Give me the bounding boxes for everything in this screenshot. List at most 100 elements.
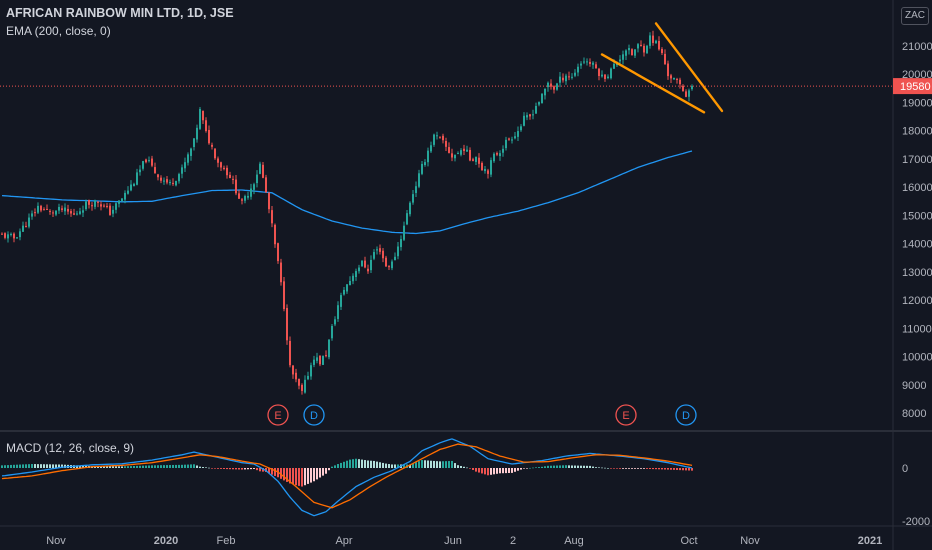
- candle-body: [265, 177, 267, 193]
- time-axis[interactable]: Nov 2020 Feb Apr Jun 2 Aug Oct Nov 2021: [46, 535, 882, 547]
- macd-histogram-bar: [538, 467, 540, 468]
- macd-histogram-bar: [61, 464, 63, 468]
- candle-body: [346, 284, 348, 292]
- dividend-marker[interactable]: D: [675, 404, 697, 426]
- candle: [172, 178, 174, 186]
- macd-histogram-bar: [196, 465, 198, 468]
- candle: [193, 138, 195, 151]
- candle: [286, 304, 288, 345]
- candle: [682, 84, 684, 92]
- candle: [127, 186, 129, 195]
- macd-histogram-bar: [31, 464, 33, 468]
- candle: [652, 30, 654, 46]
- candle-body: [565, 75, 567, 82]
- macd-histogram-bar: [166, 465, 168, 468]
- macd-histogram-bar: [370, 460, 372, 468]
- candle: [292, 365, 294, 379]
- candle-body: [157, 174, 159, 178]
- candle-body: [607, 76, 609, 79]
- candle-body: [337, 305, 339, 319]
- wedge-trendline[interactable]: [654, 22, 724, 113]
- candle-body: [343, 289, 345, 295]
- price-tick-label: 16000: [902, 182, 932, 194]
- candle-body: [586, 61, 588, 63]
- candle: [331, 324, 333, 341]
- macd-histogram-bar: [385, 463, 387, 468]
- ema-indicator-label[interactable]: EMA (200, close, 0): [6, 24, 111, 38]
- candle-body: [322, 355, 324, 365]
- candle: [622, 50, 624, 65]
- price-tick-label: 11000: [902, 323, 932, 335]
- macd-histogram-bar: [340, 462, 342, 468]
- candle: [472, 157, 474, 162]
- candle: [568, 71, 570, 81]
- trendline-layer[interactable]: [600, 22, 724, 114]
- macd-histogram-bar: [160, 465, 162, 468]
- candle-body: [646, 45, 648, 54]
- macd-histogram-bar: [4, 465, 6, 468]
- candle-body: [508, 138, 510, 140]
- macd-indicator-label[interactable]: MACD (12, 26, close, 9): [6, 441, 135, 455]
- macd-histogram-bar: [169, 465, 171, 468]
- symbol-title[interactable]: AFRICAN RAINBOW MIN LTD, 1D, JSE: [6, 6, 234, 20]
- candle: [52, 210, 54, 218]
- macd-histogram-bar: [22, 464, 24, 468]
- dividend-marker[interactable]: D: [303, 404, 325, 426]
- candle-body: [1, 233, 3, 235]
- candle: [499, 150, 501, 161]
- earnings-marker[interactable]: E: [615, 404, 637, 426]
- macd-histogram-bar: [625, 468, 627, 469]
- last-price-badge[interactable]: [893, 78, 932, 95]
- candle: [115, 202, 117, 214]
- candle: [262, 161, 264, 179]
- candle: [625, 49, 627, 61]
- candle-body: [178, 174, 180, 182]
- macd-histogram-bar: [409, 464, 411, 468]
- candle: [412, 190, 414, 205]
- candle: [430, 141, 432, 154]
- candle-body: [622, 54, 624, 60]
- candle: [511, 136, 513, 144]
- macd-histogram-bar: [589, 465, 591, 468]
- macd-histogram-bar: [82, 465, 84, 468]
- candle-body: [571, 76, 573, 78]
- candle-body: [490, 160, 492, 175]
- macd-histogram-bar: [499, 468, 501, 474]
- candle-body: [118, 200, 120, 204]
- macd-histogram-bar: [424, 460, 426, 468]
- candle-body: [127, 190, 129, 194]
- candle-body: [643, 45, 645, 53]
- macd-histogram-bar: [331, 466, 333, 468]
- candle-body: [49, 210, 51, 212]
- candle: [691, 84, 693, 91]
- macd-histogram-bar: [268, 468, 270, 474]
- candle-body: [436, 135, 438, 137]
- macd-histogram-bar: [391, 464, 393, 468]
- candle: [196, 124, 198, 143]
- candle-body: [580, 63, 582, 66]
- currency-badge[interactable]: ZAC: [901, 7, 929, 25]
- price-axis[interactable]: 8000 9000 10000 11000 12000 13000 14000 15000 16…: [0, 41, 932, 420]
- candle: [175, 180, 177, 187]
- candle: [313, 355, 315, 368]
- earnings-marker-circle: [267, 404, 289, 426]
- wedge-trendline[interactable]: [600, 53, 706, 114]
- macd-axis[interactable]: 0 -2000: [902, 463, 930, 528]
- candle-body: [166, 179, 168, 183]
- candle: [280, 258, 282, 286]
- macd-histogram-bar: [433, 460, 435, 468]
- candle-body: [388, 266, 390, 268]
- candle: [37, 202, 39, 215]
- macd-histogram-bar: [652, 468, 654, 470]
- candle: [517, 126, 519, 141]
- candle-body: [334, 319, 336, 325]
- macd-histogram-bar: [421, 460, 423, 468]
- macd-histogram-bar: [355, 458, 357, 468]
- macd-histogram-bar: [364, 460, 366, 468]
- earnings-marker[interactable]: E: [267, 404, 289, 426]
- macd-pane[interactable]: 0 -2000: [1, 438, 930, 528]
- candle: [424, 159, 426, 167]
